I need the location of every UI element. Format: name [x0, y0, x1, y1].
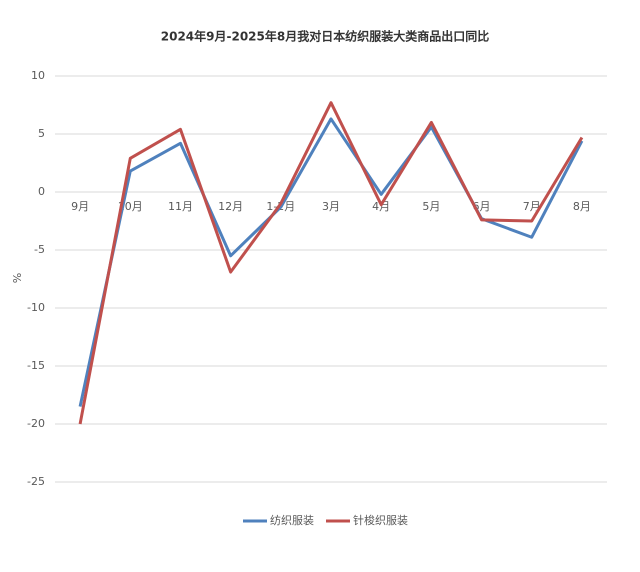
y-tick-label: -10 — [27, 301, 45, 314]
y-tick-label: -20 — [27, 417, 45, 430]
y-tick-label: -15 — [27, 359, 45, 372]
x-tick-label: 7月 — [523, 200, 541, 213]
x-tick-label: 5月 — [422, 200, 440, 213]
series-line — [78, 101, 584, 425]
x-tick-label: 11月 — [168, 200, 193, 213]
x-tick-label: 9月 — [71, 200, 89, 213]
chart-title: 2024年9月-2025年8月我对日本纺织服装大类商品出口同比 — [161, 29, 489, 44]
x-tick-label: 12月 — [218, 200, 243, 213]
y-tick-label: 0 — [38, 185, 45, 198]
x-tick-label: 4月 — [372, 200, 390, 213]
y-tick-label: 10 — [31, 69, 45, 82]
legend-label: 针梭织服装 — [353, 513, 408, 527]
legend-label: 纺织服装 — [270, 513, 314, 527]
y-tick-label: -5 — [34, 243, 45, 256]
x-tick-label: 3月 — [322, 200, 340, 213]
x-tick-label: 8月 — [573, 200, 591, 213]
y-axis-label: % — [11, 273, 24, 283]
y-tick-label: 5 — [38, 127, 45, 140]
y-tick-label: -25 — [27, 475, 45, 488]
series-line — [78, 117, 584, 407]
